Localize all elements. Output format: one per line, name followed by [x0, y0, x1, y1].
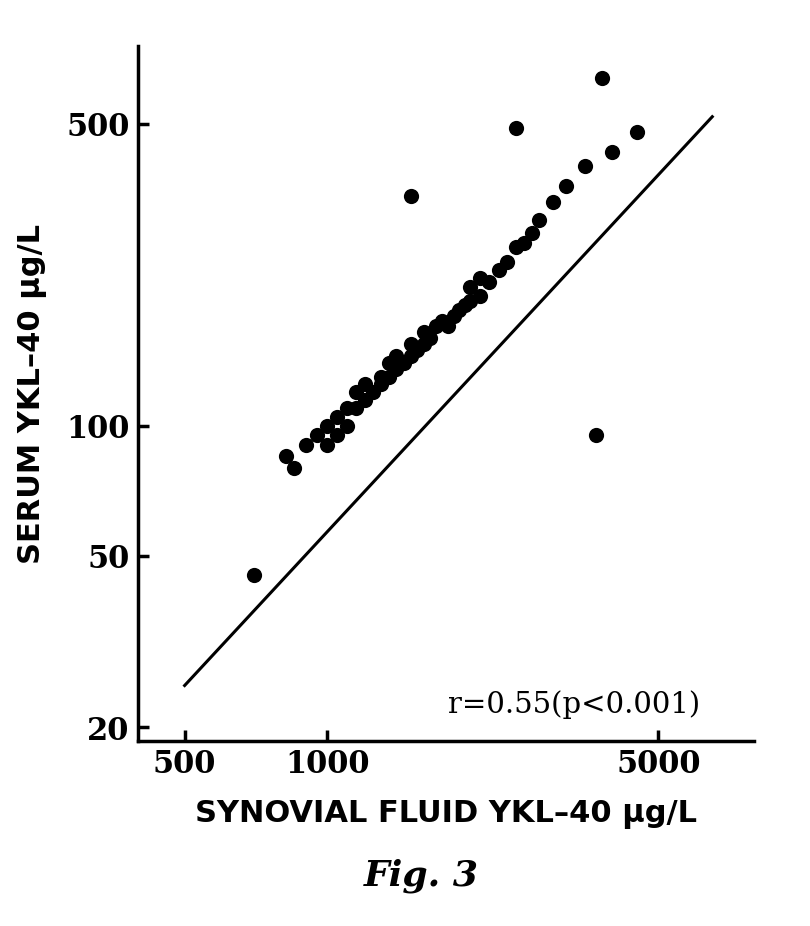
Y-axis label: SERUM YKL–40 μg/L: SERUM YKL–40 μg/L [18, 223, 46, 564]
Point [330, 409, 343, 424]
Point [447, 308, 460, 323]
Point [473, 270, 486, 285]
Point [517, 236, 530, 251]
Point [417, 325, 430, 340]
Point [382, 369, 395, 384]
Point [424, 331, 437, 345]
Point [509, 120, 522, 135]
Point [436, 314, 449, 329]
Point [492, 262, 505, 277]
Point [404, 336, 417, 351]
Point [606, 145, 619, 160]
Point [358, 377, 371, 392]
Point [382, 356, 395, 370]
Point [590, 428, 603, 443]
Point [340, 419, 353, 433]
X-axis label: SYNOVIAL FLUID YKL–40 μg/L: SYNOVIAL FLUID YKL–40 μg/L [194, 799, 697, 829]
Point [560, 179, 573, 194]
Point [390, 349, 403, 364]
Point [349, 401, 362, 416]
Point [453, 303, 466, 318]
Point [349, 384, 362, 399]
Point [404, 349, 417, 364]
Point [509, 240, 522, 255]
Point [340, 401, 353, 416]
Text: Fig. 3: Fig. 3 [364, 857, 479, 893]
Point [463, 294, 476, 308]
Point [430, 319, 443, 334]
Point [374, 377, 387, 392]
Point [441, 319, 454, 334]
Point [501, 255, 514, 269]
Point [321, 438, 334, 453]
Point [397, 356, 410, 370]
Point [411, 343, 424, 357]
Point [483, 275, 496, 290]
Point [247, 568, 260, 582]
Point [473, 289, 486, 304]
Point [374, 369, 387, 384]
Point [299, 438, 312, 453]
Point [288, 460, 301, 475]
Point [547, 194, 560, 209]
Point [458, 298, 471, 313]
Point [330, 428, 343, 443]
Point [630, 125, 643, 140]
Point [321, 419, 334, 433]
Point [390, 362, 403, 377]
Point [578, 158, 591, 173]
Point [310, 428, 323, 443]
Point [595, 70, 608, 85]
Point [279, 449, 292, 464]
Point [404, 189, 417, 204]
Point [463, 280, 476, 294]
Point [417, 336, 430, 351]
Point [532, 213, 545, 228]
Point [358, 393, 371, 407]
Point [525, 226, 538, 241]
Point [367, 384, 380, 399]
Text: r=0.55(p<0.001): r=0.55(p<0.001) [448, 690, 700, 719]
